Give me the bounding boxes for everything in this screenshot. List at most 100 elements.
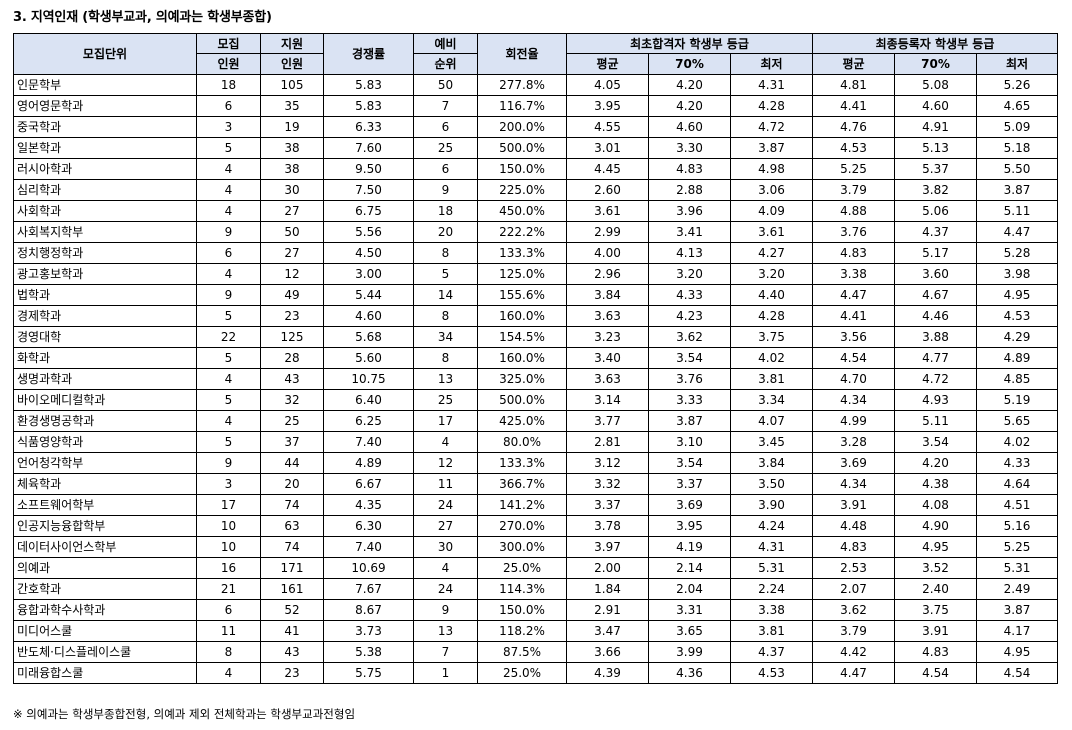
- cell-final-avg: 5.25: [812, 158, 895, 180]
- cell-final-avg: 3.28: [812, 431, 895, 453]
- cell-initial-lowest: 3.84: [730, 452, 813, 474]
- header-final-70: 70%: [894, 53, 977, 75]
- cell-unit-name: 체육학과: [13, 473, 197, 495]
- cell-applicants: 44: [260, 452, 324, 474]
- cell-final-70: 4.54: [894, 662, 977, 684]
- cell-final-lowest: 3.87: [976, 599, 1058, 621]
- header-initial-group: 최초합격자 학생부 등급: [566, 33, 813, 54]
- cell-initial-70: 3.37: [648, 473, 731, 495]
- cell-initial-avg: 3.47: [566, 620, 649, 642]
- cell-initial-70: 2.14: [648, 557, 731, 579]
- cell-unit-name: 광고홍보학과: [13, 263, 197, 285]
- cell-competition: 8.67: [323, 599, 414, 621]
- cell-initial-70: 3.76: [648, 368, 731, 390]
- cell-competition: 3.73: [323, 620, 414, 642]
- cell-initial-lowest: 4.53: [730, 662, 813, 684]
- cell-unit-name: 소프트웨어학부: [13, 494, 197, 516]
- cell-final-70: 4.38: [894, 473, 977, 495]
- cell-waitlist: 27: [413, 515, 478, 537]
- cell-initial-70: 4.23: [648, 305, 731, 327]
- cell-initial-lowest: 3.50: [730, 473, 813, 495]
- cell-initial-lowest: 4.37: [730, 641, 813, 663]
- cell-turnover: 500.0%: [477, 389, 567, 411]
- cell-turnover: 160.0%: [477, 347, 567, 369]
- cell-unit-name: 바이오메디컬학과: [13, 389, 197, 411]
- cell-turnover: 160.0%: [477, 305, 567, 327]
- admissions-table: 모집단위 모집 지원 경쟁률 예비 회전율 최초합격자 학생부 등급 최종등록자…: [13, 33, 1058, 684]
- cell-initial-avg: 3.63: [566, 368, 649, 390]
- cell-unit-name: 인문학부: [13, 74, 197, 96]
- cell-initial-avg: 3.63: [566, 305, 649, 327]
- cell-final-lowest: 5.18: [976, 137, 1058, 159]
- cell-competition: 5.68: [323, 326, 414, 348]
- cell-initial-70: 3.30: [648, 137, 731, 159]
- cell-initial-avg: 3.01: [566, 137, 649, 159]
- cell-final-70: 4.72: [894, 368, 977, 390]
- cell-turnover: 25.0%: [477, 662, 567, 684]
- cell-initial-avg: 2.96: [566, 263, 649, 285]
- cell-initial-avg: 2.81: [566, 431, 649, 453]
- cell-applicants: 23: [260, 662, 324, 684]
- cell-final-avg: 4.76: [812, 116, 895, 138]
- cell-initial-avg: 3.78: [566, 515, 649, 537]
- header-final-group: 최종등록자 학생부 등급: [812, 33, 1058, 54]
- table-row: 경영대학 22 125 5.68 34 154.5% 3.23 3.62 3.75 3.56 3.8…: [13, 326, 1058, 348]
- cell-final-lowest: 4.33: [976, 452, 1058, 474]
- table-row: 법학과 9 49 5.44 14 155.6% 3.84 4.33 4.40 4.47 4.67 4.…: [13, 284, 1058, 306]
- cell-final-70: 3.82: [894, 179, 977, 201]
- table-row: 사회학과 4 27 6.75 18 450.0% 3.61 3.96 4.09 4.88 5.06 5…: [13, 200, 1058, 222]
- cell-final-70: 5.08: [894, 74, 977, 96]
- cell-turnover: 150.0%: [477, 158, 567, 180]
- cell-final-70: 4.93: [894, 389, 977, 411]
- cell-final-avg: 3.62: [812, 599, 895, 621]
- cell-applicants: 105: [260, 74, 324, 96]
- cell-turnover: 87.5%: [477, 641, 567, 663]
- table-row: 환경생명공학과 4 25 6.25 17 425.0% 3.77 3.87 4.07 4.99 5.…: [13, 410, 1058, 432]
- cell-initial-70: 4.13: [648, 242, 731, 264]
- cell-applicants: 35: [260, 95, 324, 117]
- table-row: 인문학부 18 105 5.83 50 277.8% 4.05 4.20 4.31 4.81 5.0…: [13, 74, 1058, 96]
- cell-final-70: 4.08: [894, 494, 977, 516]
- cell-final-lowest: 4.47: [976, 221, 1058, 243]
- cell-final-70: 4.20: [894, 452, 977, 474]
- cell-applicants: 37: [260, 431, 324, 453]
- cell-competition: 7.60: [323, 137, 414, 159]
- cell-initial-avg: 3.61: [566, 200, 649, 222]
- cell-final-avg: 4.88: [812, 200, 895, 222]
- table-row: 심리학과 4 30 7.50 9 225.0% 2.60 2.88 3.06 3.79 3.82 3.…: [13, 179, 1058, 201]
- cell-applicants: 171: [260, 557, 324, 579]
- cell-final-lowest: 4.54: [976, 662, 1058, 684]
- cell-quota: 5: [196, 305, 261, 327]
- cell-initial-lowest: 4.28: [730, 305, 813, 327]
- cell-quota: 4: [196, 200, 261, 222]
- cell-turnover: 141.2%: [477, 494, 567, 516]
- cell-final-70: 4.60: [894, 95, 977, 117]
- cell-initial-avg: 4.55: [566, 116, 649, 138]
- cell-final-lowest: 5.25: [976, 536, 1058, 558]
- cell-initial-avg: 3.40: [566, 347, 649, 369]
- cell-unit-name: 융합과학수사학과: [13, 599, 197, 621]
- header-applicants-top: 지원: [260, 33, 324, 54]
- cell-unit-name: 심리학과: [13, 179, 197, 201]
- cell-initial-avg: 2.99: [566, 221, 649, 243]
- cell-final-avg: 4.81: [812, 74, 895, 96]
- cell-turnover: 500.0%: [477, 137, 567, 159]
- cell-competition: 4.50: [323, 242, 414, 264]
- cell-applicants: 30: [260, 179, 324, 201]
- cell-quota: 10: [196, 515, 261, 537]
- cell-final-70: 5.37: [894, 158, 977, 180]
- cell-initial-lowest: 2.24: [730, 578, 813, 600]
- cell-initial-lowest: 4.31: [730, 74, 813, 96]
- cell-competition: 9.50: [323, 158, 414, 180]
- cell-turnover: 200.0%: [477, 116, 567, 138]
- cell-final-lowest: 3.98: [976, 263, 1058, 285]
- cell-quota: 5: [196, 389, 261, 411]
- cell-competition: 6.30: [323, 515, 414, 537]
- cell-final-lowest: 5.09: [976, 116, 1058, 138]
- cell-final-avg: 4.99: [812, 410, 895, 432]
- cell-initial-70: 3.33: [648, 389, 731, 411]
- cell-waitlist: 1: [413, 662, 478, 684]
- cell-turnover: 125.0%: [477, 263, 567, 285]
- cell-quota: 11: [196, 620, 261, 642]
- table-row: 의예과 16 171 10.69 4 25.0% 2.00 2.14 5.31 2.53 3.52 5…: [13, 557, 1058, 579]
